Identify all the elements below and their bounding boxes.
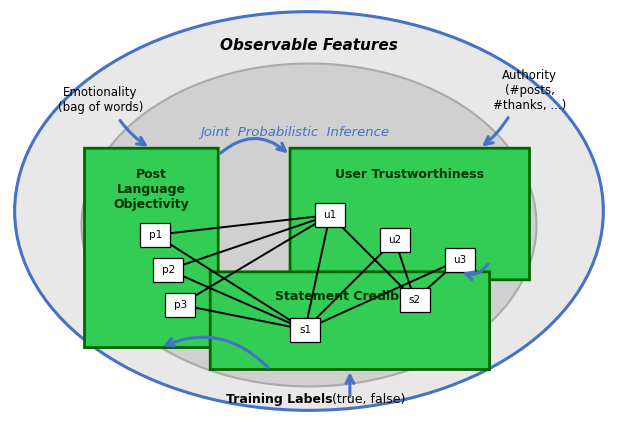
FancyBboxPatch shape <box>85 148 218 348</box>
Text: Post
Language
Objectivity: Post Language Objectivity <box>114 168 189 211</box>
FancyBboxPatch shape <box>400 288 430 312</box>
Text: u2: u2 <box>388 235 402 245</box>
Text: (true, false): (true, false) <box>328 393 405 406</box>
FancyBboxPatch shape <box>290 318 320 341</box>
FancyBboxPatch shape <box>210 272 489 370</box>
Text: Authority
(#posts,
#thanks, ...): Authority (#posts, #thanks, ...) <box>493 69 566 112</box>
Text: Joint  Probabilistic  Inference: Joint Probabilistic Inference <box>200 126 389 139</box>
FancyBboxPatch shape <box>445 248 475 272</box>
Text: s2: s2 <box>408 295 421 305</box>
Text: Emotionality
(bag of words): Emotionality (bag of words) <box>57 87 143 114</box>
Text: Statement Credibility: Statement Credibility <box>275 290 425 303</box>
Text: u3: u3 <box>453 255 467 265</box>
FancyBboxPatch shape <box>315 203 345 227</box>
Text: s1: s1 <box>299 325 311 335</box>
Text: p2: p2 <box>162 265 175 275</box>
Text: p1: p1 <box>149 230 162 240</box>
Text: User Trustworthiness: User Trustworthiness <box>336 168 485 181</box>
Text: p3: p3 <box>174 300 187 310</box>
FancyBboxPatch shape <box>380 228 410 252</box>
FancyBboxPatch shape <box>166 293 195 316</box>
FancyBboxPatch shape <box>140 223 171 247</box>
FancyBboxPatch shape <box>153 258 184 282</box>
Text: Observable Features: Observable Features <box>220 38 398 53</box>
Ellipse shape <box>82 63 536 387</box>
Text: Training Labels: Training Labels <box>226 393 332 406</box>
Ellipse shape <box>15 12 603 410</box>
Text: u1: u1 <box>323 210 337 220</box>
FancyBboxPatch shape <box>290 148 530 280</box>
